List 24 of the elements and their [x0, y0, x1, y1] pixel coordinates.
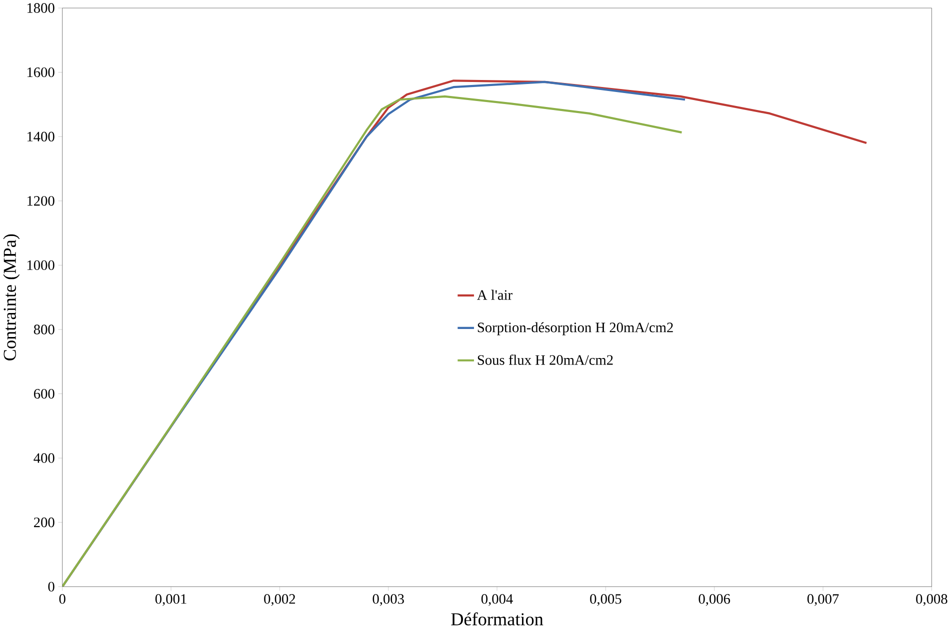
- x-tick-label: 0,002: [264, 594, 296, 606]
- y-tick-label: 1000: [27, 260, 54, 270]
- y-tick-label: 1200: [27, 196, 54, 206]
- y-tick-label: 200: [34, 518, 54, 528]
- legend-label: Sorption-désorption H 20mA/cm2: [478, 322, 673, 336]
- legend-label: Sous flux H 20mA/cm2: [478, 354, 613, 366]
- x-tick-label: 0: [59, 594, 66, 604]
- y-tick-label: 600: [34, 389, 54, 399]
- x-tick-label: 0,005: [590, 594, 622, 606]
- y-tick-label: 400: [34, 453, 54, 464]
- legend-label: A l'air: [477, 290, 512, 300]
- x-tick-label: 0,004: [481, 594, 513, 606]
- x-tick-label: 0,003: [372, 594, 404, 606]
- y-tick-label: 1800: [27, 3, 54, 14]
- x-tick-label: 0,008: [916, 594, 948, 606]
- y-tick-label: 0: [48, 582, 54, 592]
- x-tick-label: 0,007: [807, 594, 839, 606]
- x-tick-label: 0,001: [155, 594, 186, 606]
- y-tick-label: 1400: [27, 132, 54, 142]
- y-tick-label: 1600: [27, 68, 54, 78]
- y-tick-label: 800: [34, 324, 54, 335]
- x-axis-title: Déformation: [451, 612, 544, 626]
- x-tick-label: 0,006: [698, 594, 730, 606]
- y-axis-title: Contrainte (MPa): [3, 234, 20, 361]
